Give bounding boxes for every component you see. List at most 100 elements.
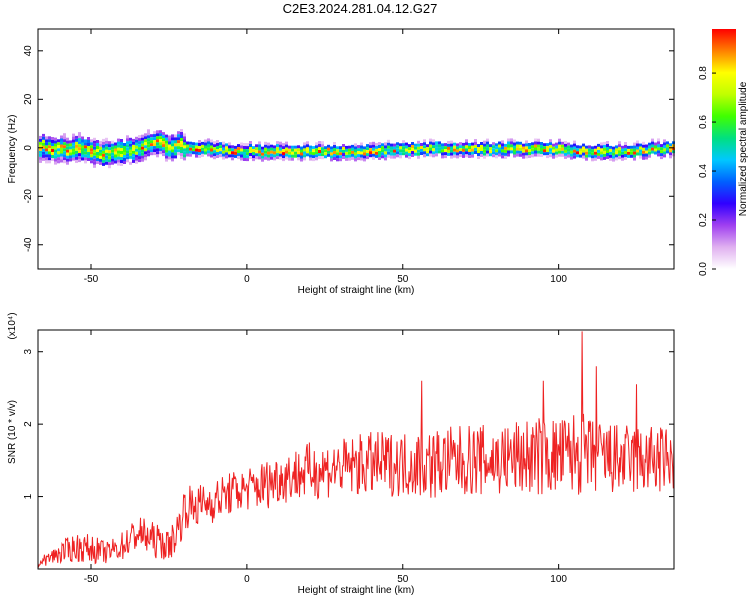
spectrogram-cell <box>258 147 261 151</box>
spectrogram-cell <box>120 157 123 160</box>
spectrogram-cell <box>48 157 51 161</box>
colorbar-gradient <box>712 29 736 269</box>
spectrogram-cell <box>150 152 153 156</box>
spectrogram-cell <box>549 154 552 158</box>
spectrogram-cell <box>48 136 51 140</box>
spectrogram-cell <box>84 154 87 158</box>
spectrogram-cell <box>156 139 159 143</box>
spectrogram-cell <box>153 131 156 135</box>
spectrogram-cell <box>480 148 483 151</box>
spectrogram-cell <box>339 152 342 156</box>
spectrogram-cell <box>249 144 252 147</box>
spectrogram-cell <box>588 145 591 149</box>
spectrogram-cell <box>483 146 486 150</box>
spectrogram-cell <box>441 152 444 156</box>
spectrogram-cell <box>630 151 633 155</box>
spectrogram-cell <box>138 144 141 148</box>
spectrogram-cell <box>429 150 432 154</box>
spectrogram-cell <box>654 148 657 152</box>
spectrogram-cell <box>213 141 216 145</box>
spectrogram-cell <box>54 149 57 153</box>
spectrogram-cell <box>201 150 204 154</box>
spectrogram-cell <box>159 139 162 143</box>
spectrogram-cell <box>276 147 279 151</box>
spectrogram-cell <box>249 147 252 150</box>
spectrogram-cell <box>48 148 51 152</box>
spectrogram-cell <box>156 130 159 134</box>
spectrogram-cell <box>105 155 108 159</box>
spectrogram-cell <box>300 146 303 150</box>
spectrogram-cell <box>633 151 636 155</box>
spectrogram-cell <box>567 151 570 155</box>
spectrogram-cell <box>63 133 66 137</box>
spectrogram-cell <box>90 139 93 143</box>
spectrogram-cell <box>414 149 417 153</box>
spectrogram-cell <box>492 148 495 152</box>
spectrogram-cell <box>111 146 114 150</box>
spectrogram-cell <box>603 156 606 160</box>
spectrogram-cell <box>381 155 384 159</box>
spectrogram-cell <box>120 142 123 145</box>
spectrogram-cell <box>444 146 447 150</box>
spectrogram-cell <box>411 145 414 148</box>
spectrogram-cell <box>477 147 480 150</box>
spectrogram-cell <box>498 153 501 157</box>
spectrogram-cell <box>333 142 336 145</box>
spectrogram-cell <box>525 152 528 156</box>
spectrogram-cell <box>378 154 381 157</box>
spectrogram-cell <box>57 148 60 152</box>
spectrogram-cell <box>345 157 348 161</box>
spectrogram-cell <box>255 147 258 151</box>
spectrogram-cell <box>81 148 84 152</box>
spectrogram-cell <box>411 151 414 154</box>
spectrogram-cell <box>216 143 219 146</box>
spectrogram-cell <box>168 138 171 142</box>
snr-x-label: Height of straight line (km) <box>298 585 415 596</box>
spectrogram-cell <box>39 144 42 148</box>
spectrogram-cell <box>501 152 504 156</box>
spectrogram-cell <box>264 144 267 148</box>
spectrogram-cell <box>669 155 672 159</box>
spectrogram-cell <box>459 148 462 152</box>
spectrogram-cell <box>651 141 654 145</box>
spectrogram-cell <box>120 154 123 157</box>
spectrogram-cell <box>54 146 57 150</box>
spectrogram-cell <box>507 138 510 142</box>
spectrogram-cell <box>660 147 663 151</box>
x-tick-label: -50 <box>84 274 99 285</box>
spectrogram-cell <box>285 147 288 151</box>
spectrogram-cell <box>285 141 288 145</box>
spectrogram-cell <box>354 155 357 159</box>
spectrogram-cell <box>117 147 120 151</box>
spectrogram-cell <box>183 142 186 146</box>
spectrogram-cell <box>573 155 576 159</box>
spectrogram-cell <box>465 154 468 158</box>
spectrogram-cell <box>210 145 213 149</box>
spectrogram-cell <box>615 154 618 158</box>
spectrogram-cell <box>279 144 282 148</box>
colorbar-tick-label: 0.6 <box>698 115 709 129</box>
spectrogram-cell <box>351 144 354 148</box>
spectrogram-cell <box>561 153 564 157</box>
spectrogram-cell <box>51 146 54 149</box>
spectrogram-cell <box>99 143 102 147</box>
spectrogram-cell <box>222 141 225 145</box>
spectrogram-cell <box>189 153 192 157</box>
spectrogram-cell <box>534 144 537 148</box>
spectrogram-cell <box>666 141 669 145</box>
spectrogram-cell <box>105 158 108 162</box>
spectrogram-cell <box>522 149 525 153</box>
spectrogram-cell <box>228 142 231 146</box>
spectrogram-cell <box>240 142 243 146</box>
spectrogram-cell <box>438 147 441 151</box>
spectrogram-cell <box>381 149 384 153</box>
spectrogram-cell <box>132 138 135 142</box>
colorbar-label: Normalized spectral amplitude <box>738 81 749 216</box>
spectrogram-cell <box>489 150 492 154</box>
spectrogram-cell <box>333 145 336 148</box>
spectrogram-cell <box>576 151 579 155</box>
spectrogram-cell <box>273 154 276 158</box>
spectrogram-cell <box>555 151 558 155</box>
spectrogram-cell <box>213 144 216 148</box>
spectrogram-cell <box>522 146 525 150</box>
